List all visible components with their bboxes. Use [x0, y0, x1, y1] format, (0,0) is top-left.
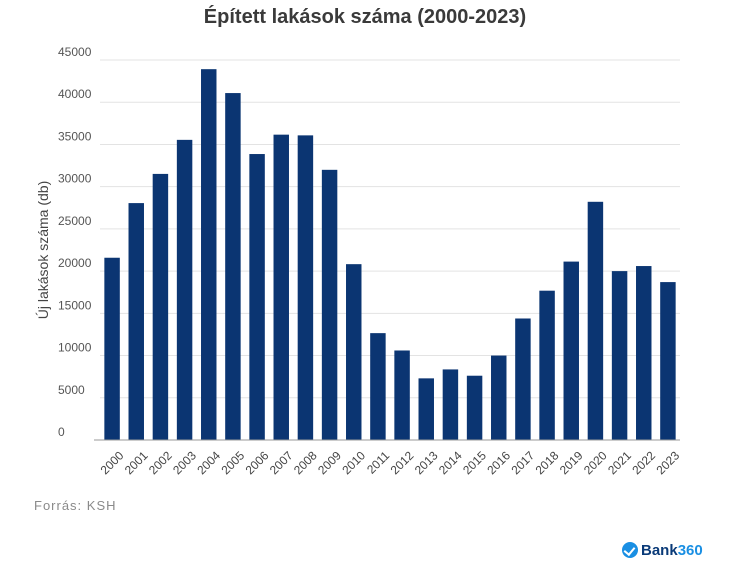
x-tick-label: 2014 [436, 448, 465, 477]
bar-2012 [394, 350, 410, 440]
bar-2003 [176, 139, 193, 440]
x-tick-label: 2002 [146, 448, 175, 477]
x-tick-label: 2023 [653, 448, 682, 477]
bar-2013 [418, 378, 434, 440]
x-tick-label: 2019 [557, 448, 586, 477]
x-tick-label: 2005 [218, 448, 247, 477]
x-tick-label: 2010 [339, 448, 368, 477]
bar-2023 [660, 282, 676, 440]
y-tick-label: 35000 [58, 129, 92, 143]
bar-2006 [249, 154, 265, 440]
bar-2019 [563, 261, 579, 440]
x-tick-label: 2006 [243, 448, 272, 477]
chart-title: Épített lakások száma (2000-2023) [203, 6, 527, 28]
y-tick-label: 5000 [58, 383, 85, 397]
bar-2018 [539, 290, 555, 440]
y-tick-label: 45000 [58, 45, 92, 59]
bar-2017 [515, 318, 531, 440]
x-tick-label: 2004 [194, 448, 223, 477]
bar-2007 [273, 134, 289, 440]
x-tick-label: 2015 [460, 448, 489, 477]
bar-2022 [636, 266, 652, 440]
x-tick-label: 2008 [291, 448, 320, 477]
x-tick-label: 2016 [484, 448, 513, 477]
y-tick-label: 30000 [58, 172, 92, 186]
source-note: Forrás: KSH [34, 498, 117, 513]
x-tick-label: 2003 [170, 448, 199, 477]
bar-2000 [104, 257, 120, 440]
y-tick-label: 0 [58, 425, 65, 439]
x-axis-ticks: 2000200120022003200420052006200720082009… [98, 448, 683, 477]
y-tick-label: 20000 [58, 256, 92, 270]
x-tick-label: 2018 [533, 448, 562, 477]
bar-2002 [152, 173, 169, 440]
x-tick-label: 2000 [98, 448, 127, 477]
x-tick-label: 2020 [581, 448, 610, 477]
check-circle-icon [622, 542, 638, 558]
x-tick-label: 2017 [508, 448, 537, 477]
bar-2001 [128, 203, 144, 440]
x-tick-label: 2013 [412, 448, 441, 477]
bar-2016 [491, 355, 507, 440]
bar-2008 [297, 135, 314, 440]
bar-2009 [321, 169, 338, 441]
y-tick-label: 25000 [58, 214, 92, 228]
bar-2014 [442, 369, 459, 440]
bars [104, 69, 676, 441]
x-tick-label: 2009 [315, 448, 344, 477]
bar-2020 [587, 201, 604, 440]
bar-2004 [201, 69, 217, 440]
x-tick-label: 2022 [629, 448, 658, 477]
gridlines [100, 59, 680, 399]
bar-2021 [611, 271, 628, 440]
x-tick-label: 2001 [122, 448, 151, 477]
y-axis-label: Új lakások száma (db) [35, 181, 51, 320]
y-tick-label: 10000 [58, 341, 92, 355]
y-tick-label: 40000 [58, 87, 92, 101]
bar-2015 [466, 375, 483, 440]
bank360-logo: Bank 360 [622, 540, 703, 560]
bar-2005 [225, 93, 241, 440]
y-axis-ticks: 0 5000 10000 15000 20000 25000 30000 35000 40000… [58, 45, 92, 439]
logo-text: Bank [641, 541, 678, 559]
x-tick-label: 2007 [267, 448, 296, 477]
bar-2011 [370, 333, 386, 440]
x-tick-label: 2011 [364, 448, 392, 476]
x-tick-label: 2021 [605, 448, 634, 477]
bar-2010 [346, 264, 362, 440]
x-tick-label: 2012 [388, 448, 417, 477]
y-tick-label: 15000 [58, 298, 92, 312]
logo-number: 360 [677, 541, 703, 559]
